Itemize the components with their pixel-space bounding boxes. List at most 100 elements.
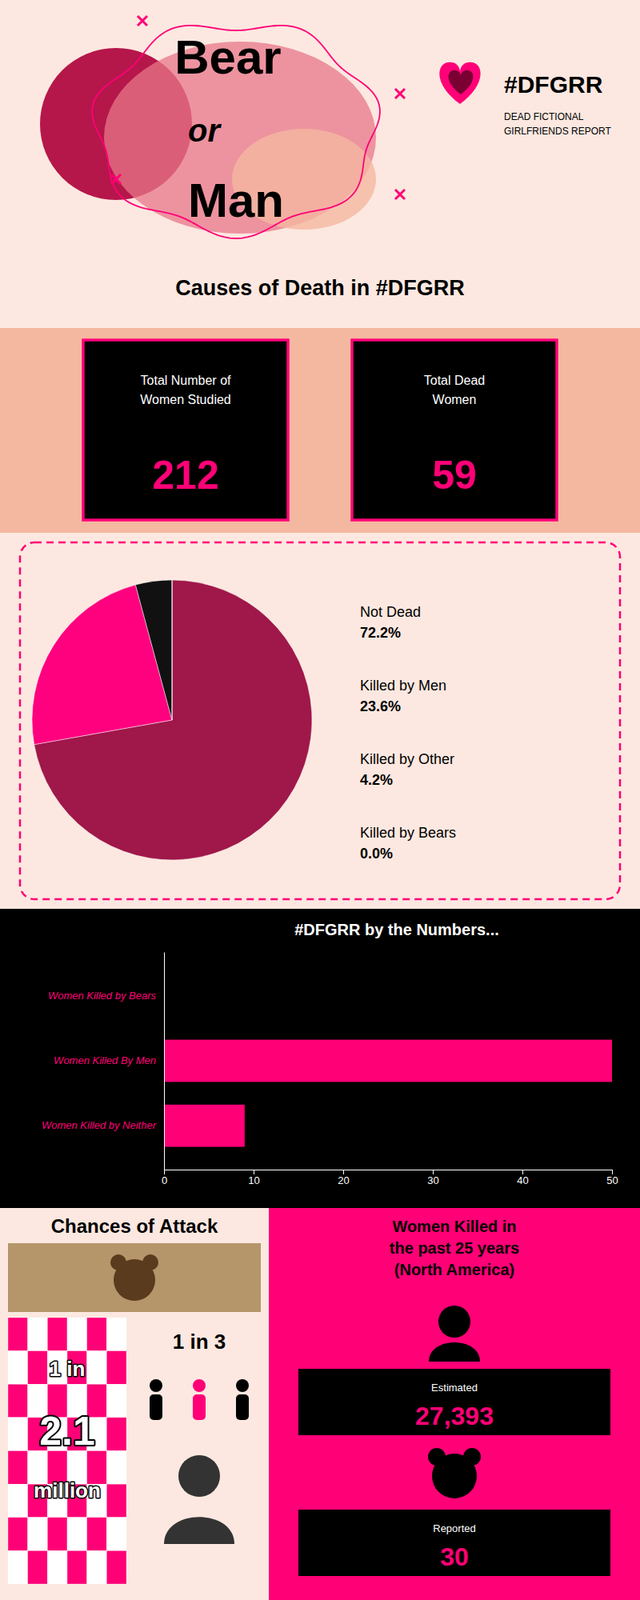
decor-cross bbox=[111, 174, 121, 184]
panel-title: Chances of Attack bbox=[51, 1215, 219, 1237]
decor-bear bbox=[428, 1448, 446, 1466]
decor-heart bbox=[448, 70, 474, 95]
stat-box bbox=[298, 1368, 611, 1436]
infographic: Bear or Man #DFGRR DEAD FICTIONALGIRLFRIENDS… bbox=[0, 0, 640, 1600]
page-background bbox=[0, 0, 640, 1600]
decor-check bbox=[87, 1517, 108, 1552]
slice-label: Killed by Bears bbox=[360, 824, 456, 841]
pie bbox=[32, 580, 312, 860]
decor-cross bbox=[395, 189, 405, 200]
stat-label: Total Number ofWomen Studied bbox=[140, 373, 232, 407]
decor-check bbox=[106, 1451, 127, 1485]
tick-mark bbox=[164, 1169, 165, 1175]
logo-text: #DFGRR bbox=[504, 71, 604, 98]
decor-bear bbox=[463, 1448, 481, 1466]
decor-check bbox=[106, 1517, 127, 1552]
decor-man bbox=[178, 1455, 220, 1497]
stat-label: Total DeadWomen bbox=[424, 373, 486, 407]
decor-heart bbox=[439, 62, 480, 104]
tick: 50 bbox=[606, 1169, 618, 1187]
decor-check bbox=[47, 1550, 68, 1584]
pie-slice bbox=[171, 580, 172, 720]
decor-check bbox=[67, 1517, 88, 1552]
decor-person bbox=[149, 1394, 163, 1420]
tick-mark bbox=[343, 1169, 344, 1175]
decor-check bbox=[8, 1550, 28, 1584]
decor-person bbox=[192, 1379, 206, 1392]
tick-mark bbox=[612, 1169, 613, 1175]
bar-background bbox=[0, 908, 640, 1208]
slice-value-label: 0.0% bbox=[360, 845, 393, 862]
decor-man bbox=[438, 1305, 471, 1338]
decor-check bbox=[87, 1351, 108, 1385]
decor-check bbox=[87, 1550, 108, 1584]
decor-check bbox=[28, 1517, 48, 1552]
decor-check bbox=[106, 1317, 127, 1352]
tick-mark bbox=[432, 1169, 434, 1175]
decor-check bbox=[47, 1517, 68, 1552]
stat-value: 27,393 bbox=[415, 1401, 494, 1431]
decor-check bbox=[8, 1484, 28, 1518]
tick-label: 50 bbox=[606, 1174, 618, 1187]
decor-check bbox=[67, 1317, 88, 1352]
decor-person bbox=[236, 1379, 249, 1392]
decor-check bbox=[106, 1384, 127, 1418]
chart-title: Causes of Death in #DFGRR bbox=[175, 276, 465, 300]
decor-cross bbox=[137, 16, 148, 26]
slice-value-label: 23.6% bbox=[360, 698, 401, 715]
tick: 10 bbox=[248, 1169, 260, 1187]
decor-check bbox=[67, 1550, 88, 1584]
pie-slice bbox=[135, 580, 172, 720]
decor-check bbox=[8, 1517, 28, 1552]
pie-section: Not Dead72.2%Killed by Men23.6%Killed by… bbox=[20, 542, 620, 900]
decor-check bbox=[8, 1451, 28, 1485]
stat-box bbox=[352, 340, 557, 520]
tick-label: Women Killed By Men bbox=[53, 1054, 156, 1067]
logo-subtext: DEAD FICTIONALGIRLFRIENDS REPORT bbox=[504, 111, 612, 137]
tick-label: Women Killed by Bears bbox=[48, 989, 157, 1002]
tick-mark bbox=[522, 1169, 524, 1175]
odds-value: 1 in 3 bbox=[172, 1329, 226, 1354]
tick: Women Killed by Bears bbox=[48, 989, 157, 1002]
stat-box bbox=[298, 1509, 611, 1576]
decor-check bbox=[106, 1550, 127, 1584]
header-word: or bbox=[188, 112, 222, 148]
decor-check bbox=[8, 1417, 28, 1452]
stat-box bbox=[83, 340, 288, 520]
pie-labels: Not Dead72.2%Killed by Men23.6%Killed by… bbox=[360, 604, 456, 862]
stat-value: 212 bbox=[152, 452, 219, 498]
tick-label: 10 bbox=[248, 1174, 260, 1187]
header-word: Bear bbox=[174, 30, 281, 84]
tick-label: 20 bbox=[337, 1174, 349, 1187]
header-word: Man bbox=[188, 173, 284, 228]
decor-check bbox=[8, 1384, 28, 1418]
axis-line bbox=[164, 952, 165, 1171]
tick-label: 0 bbox=[161, 1174, 168, 1187]
tick-label: 30 bbox=[427, 1174, 439, 1187]
panel-background bbox=[268, 1208, 640, 1600]
decor-check bbox=[8, 1351, 28, 1385]
decor-bear bbox=[110, 1254, 127, 1271]
decor-check bbox=[8, 1317, 28, 1352]
slice-label: Not Dead bbox=[360, 604, 421, 620]
bar bbox=[164, 1040, 612, 1083]
tick-mark bbox=[253, 1169, 255, 1175]
decor-man bbox=[164, 1516, 235, 1544]
tick-label: Women Killed by Neither bbox=[41, 1119, 157, 1132]
decor-check bbox=[106, 1417, 127, 1452]
decor-photo bbox=[8, 1243, 261, 1312]
tick: 0 bbox=[161, 1169, 168, 1187]
slice-value-label: 72.2% bbox=[360, 624, 401, 641]
stat-label: Estimated bbox=[431, 1381, 478, 1394]
stats-background bbox=[0, 328, 640, 533]
odds-value: 2.1 bbox=[39, 1408, 96, 1454]
stat-label: Reported bbox=[432, 1522, 476, 1535]
category-axis: Women Killed by Bears Women Killed By Men… bbox=[41, 952, 165, 1171]
decor-check bbox=[28, 1550, 48, 1584]
decor-check bbox=[28, 1317, 48, 1352]
chart-title: #DFGRR by the Numbers... bbox=[294, 920, 500, 939]
stat-value: 59 bbox=[432, 452, 477, 498]
bar-section: #DFGRR by the Numbers... 0 10 20 30 40 50 Women… bbox=[0, 908, 640, 1208]
tick-label: 40 bbox=[516, 1174, 528, 1187]
tick: 30 bbox=[427, 1169, 439, 1187]
